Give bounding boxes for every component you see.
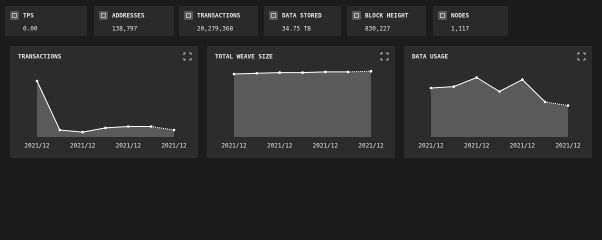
point [543,100,547,104]
point [255,72,259,75]
point [278,71,281,74]
x-tick-label: 2021/12 [510,143,536,150]
x-tick-label: 2021/12 [358,143,384,150]
stat-card [264,6,341,36]
stat-value: 138,797 [112,26,138,33]
point [498,90,501,93]
chart-title: TOTAL WEAVE SIZE [215,54,273,61]
stat-icon-glyph [186,13,191,18]
stat-icon [10,11,19,20]
stat-label: ADDRESSES [112,13,145,20]
stat-icon-glyph [101,13,106,18]
point [566,104,570,107]
stat-label: BLOCK HEIGHT [365,13,409,20]
point [81,130,84,134]
stat-icon-glyph [271,13,276,18]
point [521,78,524,81]
point [172,128,176,132]
stat-card [94,6,174,36]
stat-label: TPS [23,13,34,20]
stat-value: 830,227 [365,26,391,33]
line [430,76,546,103]
x-tick-label: 2021/12 [313,143,339,150]
stat-value: 0.00 [23,26,38,33]
chart-title: TRANSACTIONS [18,54,62,61]
x-tick-label: 2021/12 [116,143,142,150]
point [346,70,350,74]
x-tick-label: 2021/12 [555,143,581,150]
stat-icon-glyph [354,13,359,18]
point [452,85,456,88]
stat-value: 1,117 [451,26,469,33]
point [429,86,433,90]
point [127,125,130,128]
stat-label: NODES [451,13,469,20]
stat-icon [99,11,108,20]
x-tick-label: 2021/12 [221,143,247,150]
x-tick-label: 2021/12 [267,143,293,150]
expand-icon[interactable] [183,52,192,61]
stat-icon-glyph [12,13,17,18]
x-tick-label: 2021/12 [418,143,444,150]
page: TPS 0.00 ADDRESSES 138,797 TRANSACTIONS 20,27… [5,6,592,158]
stat-icon-glyph [440,13,445,18]
point [369,69,373,73]
dashboard: TPS 0.00 ADDRESSES 138,797 TRANSACTIONS 20,27… [5,6,592,158]
stat-card [347,6,426,36]
point [58,128,62,132]
area [431,77,568,137]
stat-label: TRANSACTIONS [197,13,241,20]
expand-icon[interactable] [577,52,586,61]
stat-value: 20,279,368 [197,26,234,33]
line [36,80,152,133]
point [232,72,236,76]
point [104,126,107,130]
point [149,125,153,128]
stat-card [5,6,87,36]
x-tick-label: 2021/12 [70,143,96,150]
point [475,76,478,79]
stat-icon [269,11,278,20]
x-tick-label: 2021/12 [161,143,187,150]
x-tick-label: 2021/12 [464,143,490,150]
stat-icon [438,11,447,20]
point [301,71,304,74]
chart-title: DATA USAGE [412,54,449,61]
stat-icon [352,11,361,20]
area [37,81,174,137]
stat-label: DATA STORED [282,13,322,20]
expand-icon[interactable] [380,52,389,61]
stat-value: 34.75 TB [282,26,311,33]
line [233,71,349,75]
stat-card [179,6,258,36]
point [35,79,39,83]
stat-card [433,6,508,36]
stat-icon [184,11,193,20]
area [234,71,371,137]
point [324,70,327,74]
x-tick-label: 2021/12 [24,143,50,150]
